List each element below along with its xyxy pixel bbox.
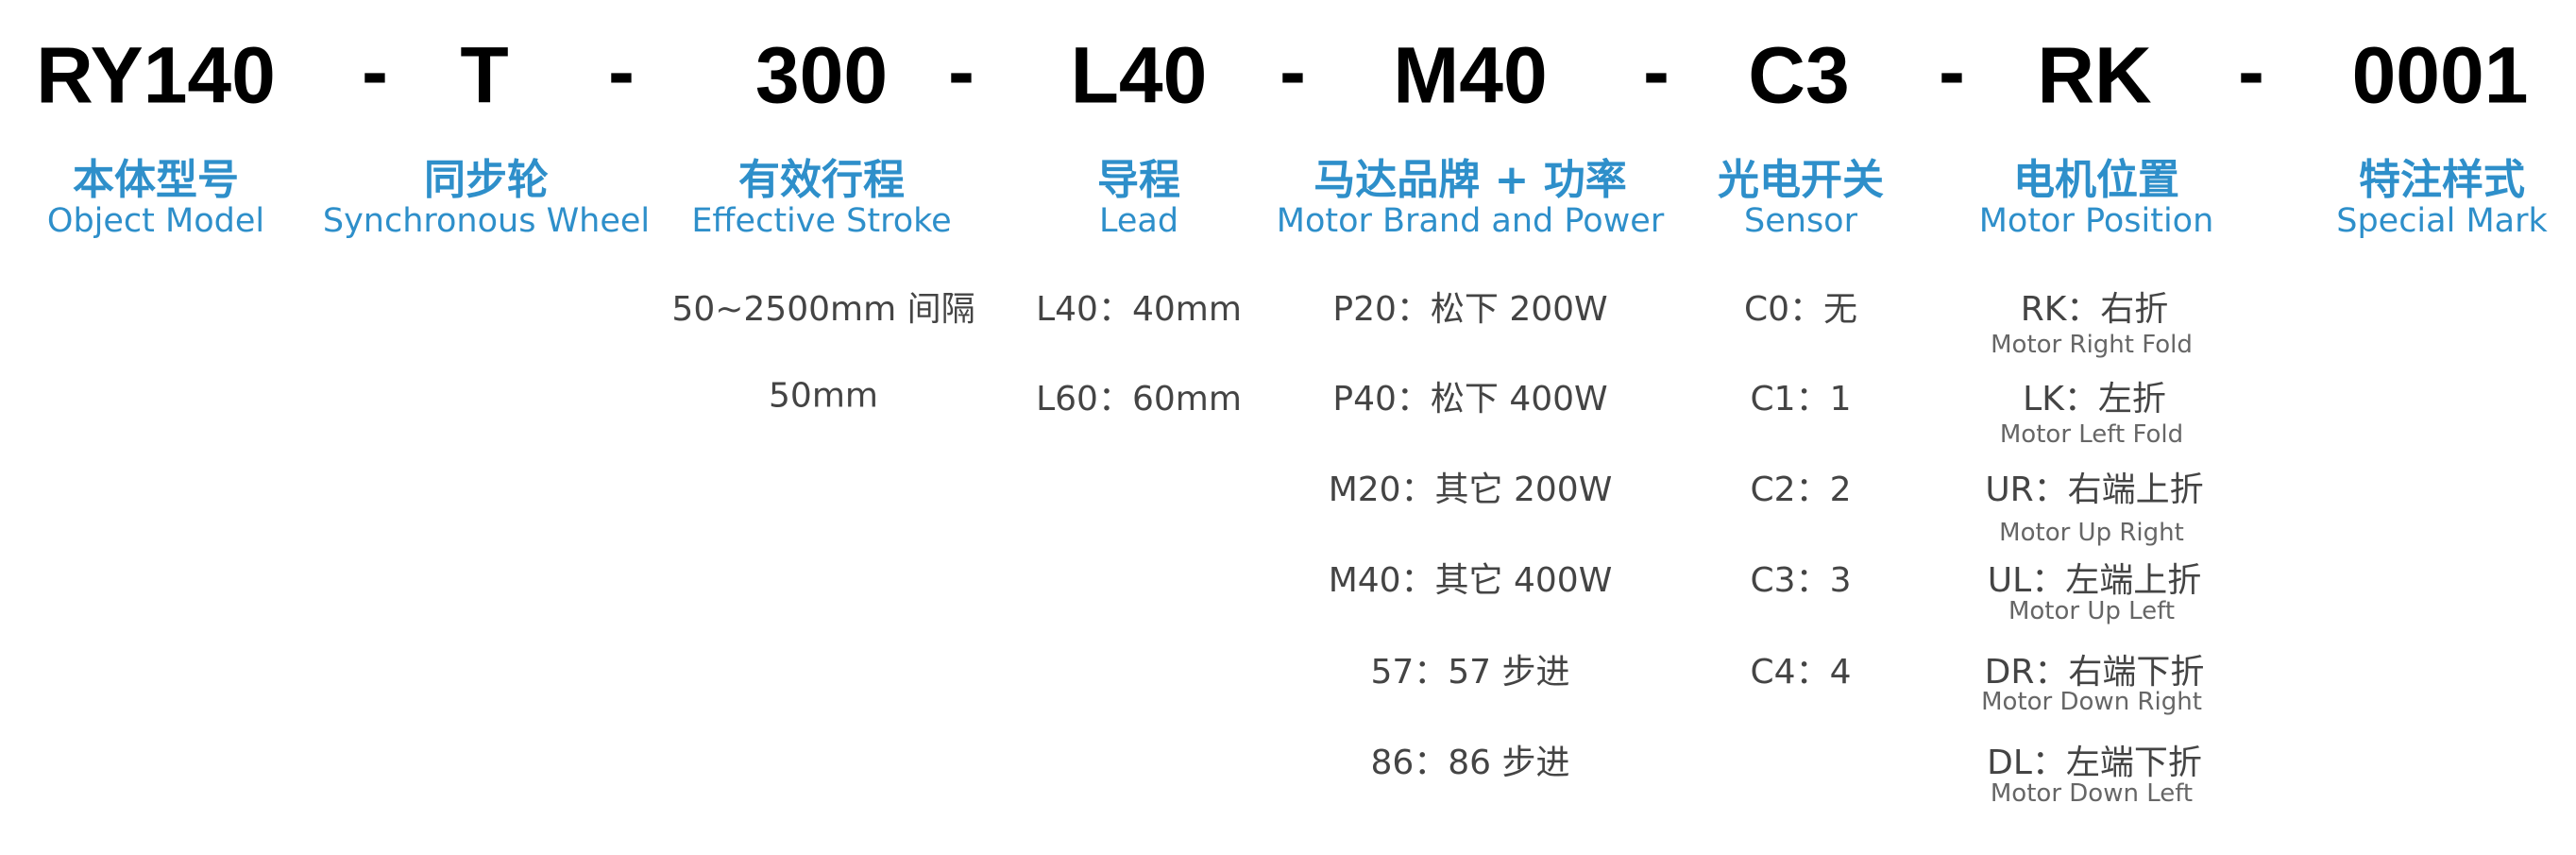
lead-option: L60：60mm — [1036, 380, 1242, 419]
motor-option: M20：其它 200W — [1328, 470, 1613, 509]
separator: - — [362, 26, 388, 116]
column-title-zh: 有效行程 — [738, 156, 905, 204]
position-option: UR：右端上折 — [1985, 470, 2204, 509]
motor-option: M40：其它 400W — [1328, 561, 1613, 600]
code-part-motor: M40 — [1393, 30, 1548, 120]
position-option-en: Motor Left Fold — [1999, 420, 2184, 449]
code-part-lead: L40 — [1070, 30, 1208, 120]
column-title-en: Lead — [1098, 202, 1179, 240]
column-title-zh: 同步轮 — [424, 156, 549, 204]
position-option-en: Motor Up Right — [1999, 519, 2184, 547]
motor-option: 57：57 步进 — [1370, 653, 1570, 692]
code-part-position: RK — [2037, 30, 2152, 120]
column-title-zh: 光电开关 — [1718, 156, 1884, 204]
column-title-en: Object Model — [46, 202, 265, 240]
separator: - — [608, 26, 635, 116]
separator: - — [2238, 26, 2264, 116]
column-title-zh: 导程 — [1097, 156, 1180, 204]
position-option: RK：右折 — [2020, 290, 2169, 329]
column-title-en: Effective Stroke — [691, 202, 952, 240]
position-option: UL：左端上折 — [1987, 561, 2202, 600]
column-title-en: Special Mark — [2336, 202, 2548, 240]
sensor-option: C3：3 — [1750, 561, 1852, 600]
separator: - — [1643, 26, 1669, 116]
sensor-option: C1：1 — [1750, 380, 1852, 419]
stroke-option: 50mm — [769, 376, 878, 416]
column-title-zh: 马达品牌 + 功率 — [1313, 156, 1627, 204]
code-part-special: 0001 — [2351, 30, 2529, 120]
motor-option: P20：松下 200W — [1332, 290, 1608, 329]
sensor-option: C2：2 — [1750, 470, 1852, 509]
motor-option: P40：松下 400W — [1332, 380, 1608, 419]
motor-option: 86：86 步进 — [1370, 744, 1570, 782]
position-option: DR：右端下折 — [1984, 653, 2205, 692]
column-title-zh: 电机位置 — [2013, 156, 2179, 204]
code-part-wheel: T — [460, 30, 509, 120]
separator: - — [1280, 26, 1306, 116]
column-title-zh: 特注样式 — [2359, 156, 2525, 204]
position-option-en: Motor Down Left — [1990, 779, 2194, 808]
column-title-en: Motor Brand and Power — [1276, 202, 1665, 240]
position-option-en: Motor Up Left — [2008, 597, 2176, 625]
code-part-model: RY140 — [36, 30, 276, 120]
separator: - — [1939, 26, 1965, 116]
separator: - — [948, 26, 974, 116]
position-option: DL：左端下折 — [1987, 744, 2202, 782]
position-option-en: Motor Right Fold — [1991, 331, 2193, 359]
position-option: LK：左折 — [2023, 380, 2166, 419]
stroke-option: 50~2500mm 间隔 — [671, 290, 975, 329]
sensor-option: C4：4 — [1750, 653, 1852, 692]
column-title-zh: 本体型号 — [73, 156, 239, 204]
lead-option: L40：40mm — [1036, 290, 1242, 329]
column-title-en: Synchronous Wheel — [322, 202, 651, 240]
column-title-en: Sensor — [1744, 202, 1857, 240]
position-option-en: Motor Down Right — [1981, 688, 2202, 716]
column-title-en: Motor Position — [1978, 202, 2214, 240]
code-part-sensor: C3 — [1748, 30, 1850, 120]
sensor-option: C0：无 — [1743, 290, 1858, 329]
code-part-stroke: 300 — [754, 30, 889, 120]
